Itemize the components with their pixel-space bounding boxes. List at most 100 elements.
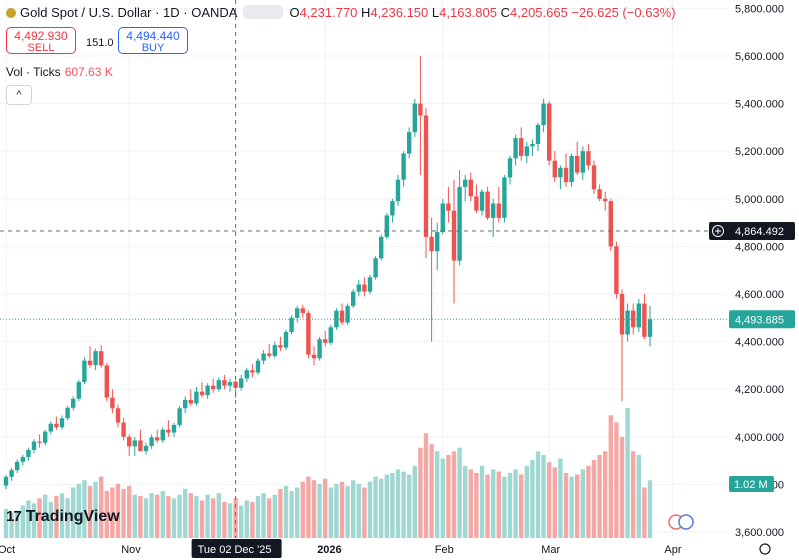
candle-body [177, 408, 182, 425]
candle-body [43, 431, 48, 443]
volume-bar [76, 483, 81, 538]
candle-body [9, 470, 14, 477]
candle-body [15, 461, 20, 471]
volume-bar [149, 493, 154, 538]
candle-body [625, 310, 630, 335]
volume-bar [356, 483, 361, 538]
volume-bar [239, 505, 244, 538]
candle-body [267, 353, 272, 356]
candle-body [603, 198, 608, 202]
close-label: C [500, 5, 510, 20]
candle-body [93, 351, 98, 365]
candle-body [446, 203, 451, 211]
volume-bar [351, 480, 356, 538]
brand-name: TradingView [25, 508, 120, 525]
high-label: H [361, 5, 371, 20]
candle-body [132, 440, 137, 447]
price-tick-label: 5,200.000 [735, 146, 784, 158]
volume-bar [552, 467, 557, 538]
candle-body [491, 203, 496, 218]
volume-bar [37, 498, 42, 538]
candle-body [323, 339, 328, 343]
open-label: O [289, 5, 300, 20]
volume-tag [729, 476, 774, 492]
gold-symbol-icon [6, 8, 16, 18]
candle-body [407, 132, 412, 154]
candle-body [418, 103, 423, 116]
volume-bar [507, 473, 513, 538]
low-value: 4,163.805 [439, 5, 497, 20]
candle-body [535, 124, 541, 145]
candle-body [143, 445, 149, 452]
candle-body [255, 360, 261, 373]
volume-bar [171, 498, 177, 538]
candle-body [429, 236, 434, 252]
candle-body [295, 308, 300, 318]
candle-body [317, 339, 322, 359]
candle-body [339, 310, 345, 323]
volume-bar [474, 473, 479, 538]
candle-body [351, 291, 356, 306]
candle-body [440, 203, 445, 233]
crosshair-price-tag [709, 222, 795, 241]
price-axis[interactable]: 5,800.000 5,600.000 5,400.000 5,200.000 5,00… [709, 0, 799, 560]
volume-bar [446, 454, 451, 538]
candle-body [569, 155, 574, 183]
time-axis[interactable]: Oct Nov 2026 Feb Mar Apr Tue 02 Dec '25 [0, 538, 799, 560]
candle-body [502, 177, 507, 218]
volume-bar [412, 465, 417, 538]
candle-body [216, 380, 221, 390]
candle-body [37, 441, 42, 443]
candle-body [547, 103, 552, 161]
add-alert-icon[interactable] [712, 225, 724, 238]
crosshair-price-label: 4,864.492 [735, 226, 784, 238]
candle-body [435, 232, 440, 252]
candle-body [300, 308, 305, 314]
volume-bar [580, 469, 585, 538]
event-marker-icon[interactable] [678, 514, 694, 530]
low-label: L [431, 5, 440, 20]
volume-bar [289, 491, 294, 538]
candle-body [59, 418, 65, 428]
volume-bar [457, 447, 462, 538]
price-tick-label: 4,200.000 [735, 384, 784, 396]
time-tick-label: 2026 [317, 544, 341, 556]
visibility-toggle-icon[interactable] [243, 5, 284, 19]
change-value: −26.625 (−0.63%) [571, 5, 676, 20]
volume-bar [519, 474, 524, 538]
candle-body [82, 360, 87, 383]
candle-body [20, 457, 25, 462]
volume-bar [636, 454, 641, 538]
volume-bar [99, 476, 104, 538]
volume-bar [110, 487, 115, 538]
volume-bar [440, 458, 445, 538]
candle-body [647, 319, 653, 337]
volume-bar [317, 483, 322, 538]
settings-gear-icon[interactable] [759, 543, 771, 555]
candle-body [451, 210, 457, 261]
sell-button[interactable]: 4,492.930 SELL [6, 27, 76, 54]
candle-body [115, 408, 121, 423]
volume-bar [569, 476, 574, 538]
symbol-title[interactable]: Gold Spot / U.S. Dollar · 1D · OANDA [20, 5, 238, 20]
volume-bar [104, 491, 109, 538]
volume-bar [614, 422, 619, 538]
candle-body [356, 284, 361, 292]
candle-body [463, 179, 468, 187]
buy-button[interactable]: 4,494.440 BUY [118, 27, 188, 54]
collapse-legend-button[interactable]: ^ [6, 85, 32, 105]
volume-bar [188, 493, 193, 538]
volume-indicator-legend[interactable]: Vol · Ticks 607.63 K [6, 65, 113, 79]
volume-tag-label: 1.02 M [734, 479, 768, 491]
volume-bar [216, 493, 221, 538]
candle-body [524, 146, 529, 156]
close-value: 4,205.665 [510, 5, 568, 20]
price-tick-label: 4,000.000 [735, 432, 784, 444]
volume-bar [15, 510, 20, 538]
volume-bar [575, 474, 580, 538]
candle-body [614, 246, 619, 294]
volume-bar [278, 488, 283, 538]
volume-indicator-value: 607.63 K [64, 65, 113, 79]
volume-bar [345, 486, 350, 538]
